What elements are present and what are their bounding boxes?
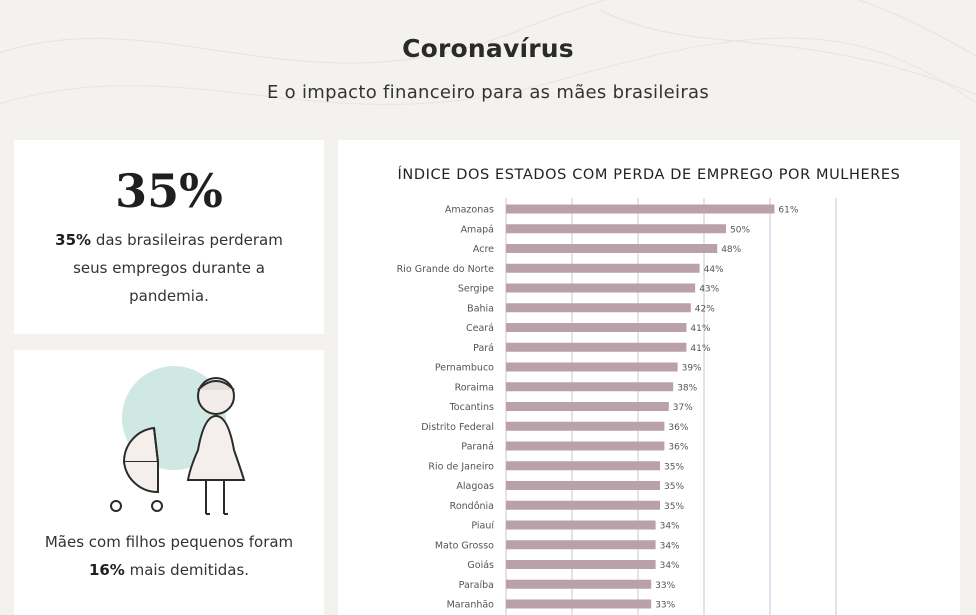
bar [506,520,656,530]
bar [506,540,656,550]
category-label: Goiás [467,560,494,571]
stat-bold: 35% [55,231,92,249]
stat-text-rest: das brasileiras perderam seus empregos d… [73,231,283,305]
data-label: 33% [655,601,675,611]
bar [506,402,669,411]
bar [506,441,665,451]
data-label: 43% [699,285,719,295]
category-label: Pernambuco [435,363,494,374]
category-label: Rio de Janeiro [428,461,494,472]
bar [506,362,678,372]
mothers-text-before: Mães com filhos pequenos foram [44,533,294,551]
bar [506,342,687,352]
page-subtitle: E o impacto financeiro para as mães bras… [266,82,710,103]
bar [506,323,687,332]
data-label: 41% [690,344,710,354]
bar [506,500,660,510]
data-label: 61% [778,206,798,216]
category-label: Roraima [455,382,494,393]
data-label: 35% [664,502,684,512]
data-label: 35% [664,482,684,492]
bar [506,224,726,234]
chart-card: ÍNDICE DOS ESTADOS COM PERDA DE EMPREGO … [338,140,960,615]
bar [506,599,652,609]
mothers-text-after: mais demitidas. [124,561,250,579]
bar [506,283,696,293]
category-label: Piauí [471,521,494,532]
data-label: 41% [690,324,710,334]
bar-chart: Amazonas 61% Amapá 50% Acre 48% Rio Grande do … [397,198,837,615]
page-header: Coronavírus E o impacto financeiro para … [0,0,976,130]
mothers-card: Mães com filhos pequenos foram 16% mais … [14,350,324,615]
category-label: Amapá [461,224,494,235]
category-label: Paraíba [459,580,494,591]
category-label: Rio Grande do Norte [397,264,494,275]
data-label: 33% [655,581,675,591]
category-label: Rondônia [450,501,494,512]
data-label: 37% [673,403,693,413]
bar [506,244,718,253]
data-label: 34% [660,522,680,532]
category-label: Alagoas [456,481,494,492]
category-label: Paraná [461,442,494,453]
category-label: Distrito Federal [421,422,494,433]
category-label: Acre [473,244,494,255]
mother-icon [186,377,246,515]
category-label: Tocantins [449,402,494,413]
stat-description: 35% das brasileiras perderam seus empreg… [39,226,299,310]
data-label: 36% [668,423,688,433]
data-label: 42% [695,304,715,314]
bar [506,421,665,431]
bar [506,579,652,589]
data-label: 34% [660,541,680,551]
data-label: 35% [664,462,684,472]
data-label: 34% [660,561,680,571]
stat-card: 35% 35% das brasileiras perderam seus em… [14,140,324,334]
bar [506,481,660,490]
data-label: 38% [677,383,697,393]
stroller-icon [110,426,163,512]
bar [506,263,700,273]
data-label: 36% [668,443,688,453]
data-label: 44% [704,265,724,275]
chart-title: ÍNDICE DOS ESTADOS COM PERDA DE EMPREGO … [397,167,901,183]
category-label: Pará [473,343,494,354]
bar [506,461,660,471]
bar [506,204,775,214]
category-label: Ceará [466,323,494,334]
data-label: 48% [721,245,741,255]
mothers-description: Mães com filhos pequenos foram 16% mais … [29,528,309,584]
stat-big-number: 35% [115,164,223,218]
data-label: 39% [682,364,702,374]
category-label: Bahia [467,303,494,314]
data-label: 50% [730,225,750,235]
bar [506,382,674,392]
category-label: Sergipe [458,284,494,295]
bar [506,303,691,313]
page-title: Coronavírus [402,34,574,63]
category-label: Mato Grosso [435,540,494,551]
mothers-bold: 16% [88,561,125,579]
category-label: Maranhão [447,600,495,611]
bar [506,560,656,569]
category-label: Amazonas [445,205,494,216]
mother-stroller-illustration [110,366,246,515]
